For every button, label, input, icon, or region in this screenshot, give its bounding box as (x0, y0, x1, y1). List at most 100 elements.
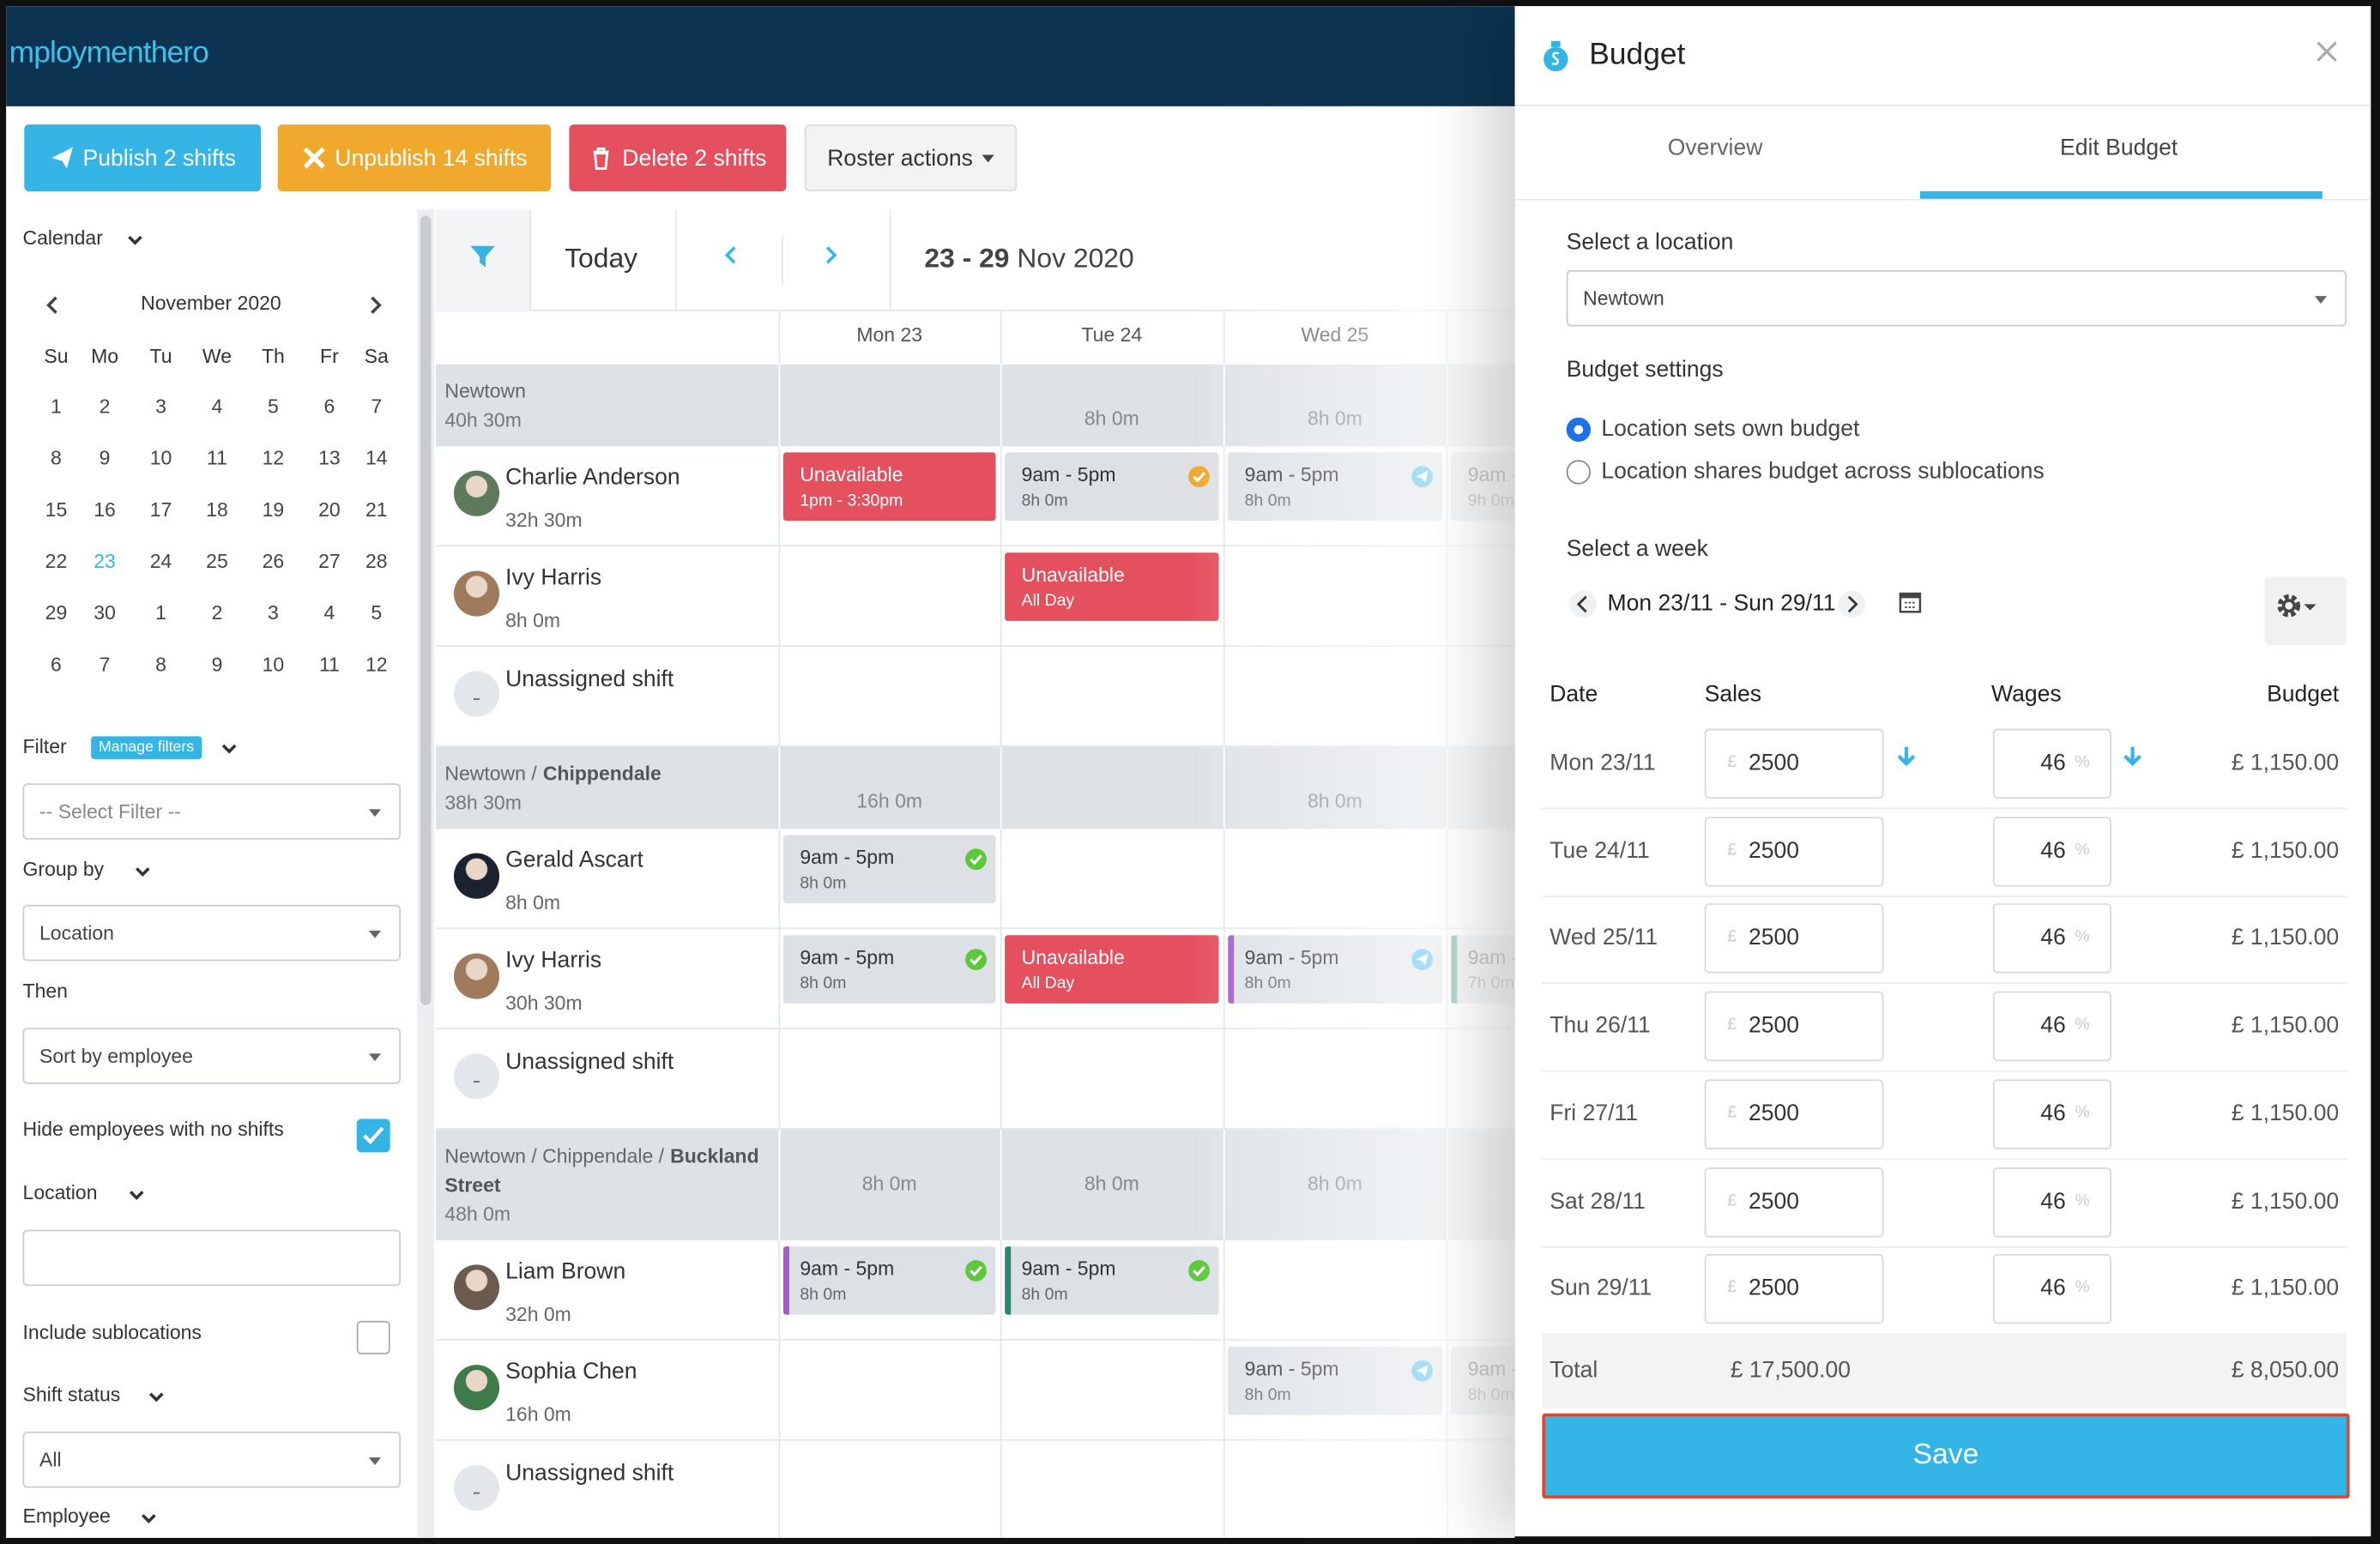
checkbox[interactable] (356, 1119, 390, 1153)
employee-name[interactable]: Unassigned shift (505, 1460, 674, 1487)
calendar-day[interactable]: 4 (211, 395, 223, 418)
toolbar-button[interactable]: Roster actions (804, 124, 1018, 192)
calendar-day[interactable]: 23 (94, 549, 116, 573)
calendar-day[interactable]: 21 (365, 498, 388, 522)
sales-input[interactable]: £2500 (1704, 816, 1884, 887)
sales-input[interactable]: £2500 (1704, 903, 1884, 974)
wages-input[interactable]: 46% (1992, 1167, 2111, 1237)
shift-card[interactable]: 9am - 5pm 8h 0m (1005, 1246, 1219, 1315)
calendar-day[interactable]: 20 (318, 498, 341, 522)
calendar-day[interactable]: 27 (318, 549, 341, 573)
shift-card[interactable]: 9am - 5pm 8h 0m (1005, 452, 1219, 522)
employee-name[interactable]: Liam Brown (505, 1258, 626, 1285)
shift-card[interactable]: 9am - 5pm 8h 0m (782, 835, 996, 904)
calendar-day[interactable]: 29 (45, 600, 68, 624)
calendar-day[interactable]: 4 (323, 600, 335, 624)
sales-input[interactable]: £2500 (1704, 1079, 1884, 1149)
wages-input[interactable]: 46% (1992, 991, 2111, 1062)
copy-down-arrow[interactable] (1896, 745, 1918, 767)
checkbox[interactable] (356, 1320, 390, 1354)
calendar-day[interactable]: 3 (155, 395, 166, 418)
calendar-day[interactable]: 11 (318, 653, 340, 676)
select-box[interactable] (22, 1229, 402, 1287)
shift-card[interactable]: 9am - 5pm 8h 0m (1228, 935, 1442, 1004)
toolbar-button[interactable]: Publish 2 shifts (24, 124, 262, 192)
wages-input[interactable]: 46% (1992, 1254, 2111, 1324)
calendar-day[interactable]: 22 (45, 549, 68, 573)
calendar-day[interactable]: 1 (155, 600, 166, 624)
sales-input[interactable]: £2500 (1704, 1254, 1884, 1324)
radio[interactable] (1566, 460, 1592, 485)
dropdown-chevron[interactable] (132, 861, 154, 883)
dropdown-chevron[interactable] (138, 1508, 160, 1529)
shift-card[interactable]: 9am - 5pm 8h 0m (782, 1246, 996, 1315)
shift-card[interactable]: 9am - 5pm 8h 0m (1228, 452, 1442, 522)
calendar-day[interactable]: 10 (149, 446, 172, 469)
next-week[interactable] (819, 243, 841, 267)
today-button[interactable]: Today (565, 243, 638, 274)
prev-week[interactable] (1568, 589, 1598, 619)
close-button[interactable] (2315, 39, 2339, 63)
calendar-day[interactable]: 14 (365, 446, 388, 469)
calendar-day[interactable]: 9 (99, 446, 111, 469)
calendar-day[interactable]: 8 (51, 446, 62, 469)
select-box[interactable]: Location (22, 904, 402, 962)
wages-input[interactable]: 46% (1992, 728, 2111, 799)
location-select[interactable]: Newtown (1566, 270, 2347, 327)
calendar-day[interactable]: 13 (318, 446, 341, 469)
calendar-icon[interactable] (1899, 590, 1922, 613)
calendar-day[interactable]: 16 (94, 498, 116, 522)
tab[interactable]: Overview (1667, 135, 1763, 161)
prev-week[interactable] (721, 243, 742, 267)
shift-card[interactable]: 9am - 5pm 8h 0m (1228, 1346, 1442, 1415)
calendar-day[interactable]: 25 (206, 549, 228, 573)
calendar-day[interactable]: 11 (207, 446, 227, 469)
calendar-day[interactable]: 5 (268, 395, 279, 418)
calendar-day[interactable]: 12 (365, 653, 388, 676)
calendar-day[interactable]: 18 (206, 498, 228, 522)
calendar-day[interactable]: 5 (371, 600, 383, 624)
calendar-day[interactable]: 7 (99, 653, 111, 676)
shift-card[interactable]: 9am - 5pm 7h 0m (1451, 935, 1515, 1004)
calendar-day[interactable]: 28 (365, 549, 388, 573)
calendar-day[interactable]: 12 (262, 446, 285, 469)
calendar-day[interactable]: 10 (262, 653, 285, 676)
calendar-day[interactable]: 30 (94, 600, 116, 624)
dropdown-chevron[interactable] (219, 738, 240, 759)
manage-filters-tag[interactable]: Manage filters (91, 736, 202, 759)
calendar-day[interactable]: 9 (211, 653, 223, 676)
calendar-day[interactable]: 19 (262, 498, 285, 522)
employee-name[interactable]: Ivy Harris (505, 947, 602, 974)
prev-month[interactable] (43, 293, 64, 317)
shift-card[interactable]: 9am - 5pm 8h 0m (782, 935, 996, 1004)
calendar-day[interactable]: 17 (149, 498, 172, 522)
copy-down-arrow[interactable] (2122, 745, 2143, 767)
save-button[interactable]: Save (1542, 1413, 2350, 1499)
dropdown-chevron[interactable] (124, 229, 146, 250)
calendar-day[interactable]: 2 (211, 600, 223, 624)
select-box[interactable]: All (22, 1432, 402, 1488)
dropdown-chevron[interactable] (146, 1386, 167, 1408)
employee-name[interactable]: Charlie Anderson (505, 464, 680, 491)
next-month[interactable] (365, 293, 386, 317)
employee-name[interactable]: Unassigned shift (505, 666, 674, 693)
shift-card[interactable]: 9am - 5pm 8h 0m (1451, 1346, 1515, 1415)
calendar-day[interactable]: 15 (45, 498, 68, 522)
unavailable-block[interactable]: Unavailable 1pm - 3:30pm (782, 452, 996, 522)
calendar-day[interactable]: 1 (51, 395, 62, 418)
shift-card[interactable]: 9am - 5pm 9h 0m (1451, 452, 1515, 522)
calendar-day[interactable]: 26 (262, 549, 285, 573)
toolbar-button[interactable]: Delete 2 shifts (569, 124, 787, 192)
wages-input[interactable]: 46% (1992, 903, 2111, 974)
calendar-day[interactable]: 6 (51, 653, 62, 676)
calendar-day[interactable]: 24 (149, 549, 172, 573)
tab[interactable]: Edit Budget (2060, 135, 2178, 161)
radio[interactable] (1566, 417, 1592, 443)
employee-name[interactable]: Unassigned shift (505, 1049, 674, 1076)
sales-input[interactable]: £2500 (1704, 991, 1884, 1062)
calendar-day[interactable]: 6 (323, 395, 335, 418)
employee-name[interactable]: Ivy Harris (505, 564, 602, 591)
wages-input[interactable]: 46% (1992, 1079, 2111, 1149)
unavailable-block[interactable]: Unavailable All Day (1005, 552, 1219, 621)
calendar-day[interactable]: 3 (268, 600, 279, 624)
